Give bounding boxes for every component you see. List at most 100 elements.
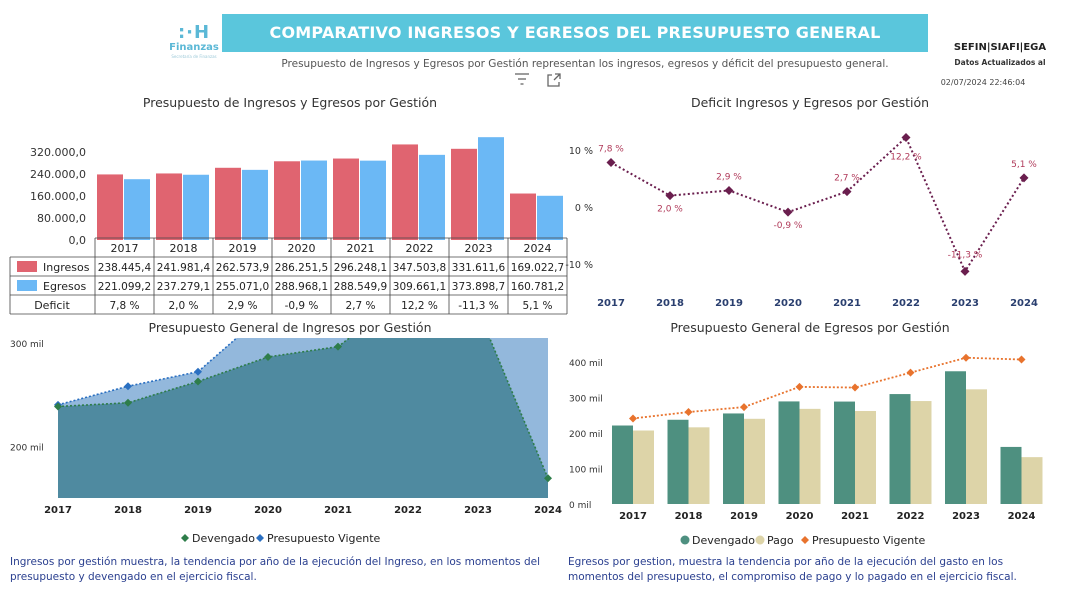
system-label: SEFIN|SIAFI|EGA (953, 42, 1047, 53)
point-devengado-2018 (124, 398, 132, 407)
x-tick-label: 2022 (394, 505, 422, 516)
page-title: COMPARATIVO INGRESOS Y EGRESOS DEL PRESU… (269, 23, 881, 42)
table-cell: 241.981,4 (157, 262, 211, 274)
bar-pago-2022 (910, 401, 932, 504)
point-presupuesto-vigente-2020 (795, 382, 804, 391)
x-tick-label: 2024 (534, 505, 562, 516)
x-tick-label: 2019 (184, 505, 212, 516)
deficit-data-label: -0,9 % (774, 221, 803, 231)
point-devengado-2017 (54, 402, 62, 411)
bar-ingresos-2024 (510, 193, 536, 240)
x-tick-label: 2021 (841, 511, 869, 522)
bar-devengado-2021 (834, 401, 855, 504)
bar-egresos-2020 (301, 160, 327, 240)
table-cell: 12,2 % (401, 300, 438, 312)
footer-description-egresos: Egresos por gestion, muestra la tendenci… (568, 556, 1017, 583)
table-cell: 160.781,2 (511, 281, 564, 293)
x-tick-label: 2023 (464, 505, 492, 516)
deficit-point-2017 (606, 158, 616, 168)
point-devengado-2021 (334, 342, 342, 351)
deficit-data-label: 12,2 % (890, 152, 922, 162)
table-cell: 2,7 % (345, 300, 375, 312)
deficit-point-2018 (665, 191, 675, 201)
x-tick-label: 2018 (656, 298, 684, 309)
x-tick-label: 2018 (675, 511, 703, 522)
bar-pago-2017 (633, 430, 654, 504)
bar-devengado-2024 (1000, 446, 1022, 504)
table-cell: 286.251,5 (275, 262, 328, 274)
area-devengado (58, 338, 548, 498)
table-cell: 296.248,1 (334, 262, 387, 274)
legend-label: Devengado (192, 532, 255, 545)
bar-ingresos-2019 (215, 167, 241, 240)
point-presupuesto-vigente-2024 (1017, 355, 1026, 364)
table-year-2021: 2021 (347, 242, 375, 255)
filter-icon[interactable] (512, 72, 532, 86)
y-tick-label: 200 mil (569, 430, 603, 440)
y-tick-label: -10 % (565, 260, 593, 271)
deficit-point-2022 (901, 132, 911, 142)
finanzas-logo: :·H Finanzas Secretaría de Finanzas (168, 22, 220, 64)
legend-marker-devengado (181, 534, 189, 542)
x-tick-label: 2024 (1010, 298, 1038, 309)
bar-devengado-2022 (889, 394, 911, 504)
bar-ingresos-2018 (156, 173, 182, 240)
focus-mode-icon[interactable] (546, 72, 562, 88)
table-row-label-ingresos: Ingresos (43, 261, 90, 274)
legend-marker-presupuesto-vigente (801, 536, 809, 544)
chart-title-ingresos-egresos: Presupuesto de Ingresos y Egresos por Ge… (142, 95, 438, 110)
logo-subtext: Secretaría de Finanzas (171, 54, 217, 59)
table-cell: 262.573,9 (216, 262, 269, 274)
chart-title-ingresos-area: Presupuesto General de Ingresos por Gest… (148, 320, 432, 335)
bar-ingresos-2021 (333, 158, 359, 240)
table-year-2019: 2019 (229, 242, 257, 255)
bar-devengado-2019 (723, 413, 744, 504)
x-tick-label: 2020 (774, 298, 802, 309)
legend-label: Presupuesto Vigente (267, 532, 381, 545)
y-tick-label: 160.000,0 (30, 190, 86, 203)
deficit-point-2021 (842, 187, 852, 197)
bar-pago-2019 (744, 418, 765, 504)
point-devengado-2020 (264, 352, 272, 361)
bar-ingresos-2020 (274, 161, 300, 240)
table-cell: 255.071,0 (216, 281, 269, 293)
bar-pago-2023 (966, 389, 987, 504)
y-tick-label: 0 mil (569, 501, 591, 511)
y-tick-label: 200 mil (10, 443, 44, 453)
point-presupuesto-vigente-2018 (684, 408, 693, 417)
deficit-point-2024 (1019, 173, 1029, 183)
point-presupuesto-vigente-2022 (906, 368, 915, 377)
table-year-2022: 2022 (406, 242, 434, 255)
point-devengado-2019 (194, 377, 202, 386)
table-cell: 309.661,1 (393, 281, 446, 293)
chart-egresos: 0 mil 100 mil 200 mil 300 mil 400 mil 2017 201… (569, 353, 1043, 547)
bar-egresos-2018 (183, 174, 209, 240)
chart-deficit: 10 % 0 % -10 % 7,8 % 2017 2,0 % 2018 2,9 % 2019 -… (565, 132, 1038, 309)
x-tick-label: 2017 (44, 505, 72, 516)
deficit-line (610, 135, 1025, 274)
table-year-2020: 2020 (288, 242, 316, 255)
y-tick-label: 0 % (575, 203, 593, 214)
table-cell: 221.099,2 (98, 281, 151, 293)
deficit-point-2023 (960, 266, 970, 276)
deficit-data-label: 2,7 % (834, 174, 860, 184)
table-cell: 169.022,7 (511, 262, 564, 274)
bar-egresos-2019 (242, 169, 268, 240)
logo-text: Finanzas (169, 42, 219, 53)
table-year-2023: 2023 (465, 242, 493, 255)
x-tick-label: 2020 (786, 511, 814, 522)
bar-egresos-2021 (360, 160, 386, 240)
table-cell: 347.503,8 (393, 262, 446, 274)
bar-ingresos-2017 (97, 174, 123, 240)
table-cell: 331.611,6 (452, 262, 506, 274)
bar-egresos-2024 (537, 195, 563, 240)
legend-marker-pago (755, 535, 765, 545)
x-tick-label: 2020 (254, 505, 282, 516)
point-presupuesto-vigente-2023 (962, 353, 970, 362)
legend-label: Presupuesto Vigente (812, 534, 926, 547)
bar-pago-2020 (799, 408, 821, 504)
y-tick-label: 0,0 (69, 234, 87, 247)
table-row-label-deficit: Deficit (34, 299, 70, 312)
table-cell: 288.549,9 (334, 281, 387, 293)
